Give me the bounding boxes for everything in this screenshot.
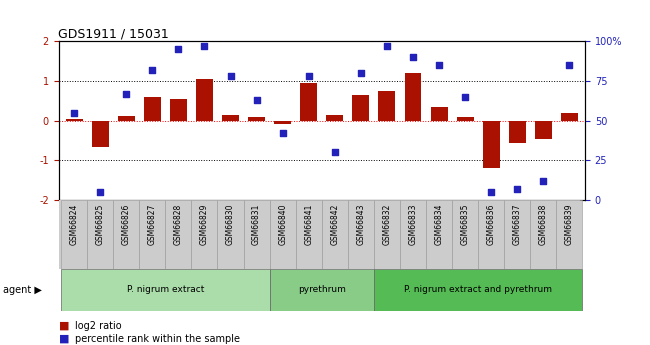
- Point: [304, 73, 314, 79]
- Bar: [196, 79, 213, 121]
- Bar: [374, 200, 400, 269]
- Text: GSM66834: GSM66834: [435, 204, 443, 245]
- Text: agent ▶: agent ▶: [3, 285, 42, 295]
- Point: [95, 189, 105, 195]
- Bar: [170, 99, 187, 121]
- Bar: [222, 115, 239, 121]
- Text: GSM66825: GSM66825: [96, 204, 105, 245]
- Bar: [322, 200, 348, 269]
- Bar: [378, 91, 395, 121]
- Point: [200, 43, 210, 49]
- Bar: [87, 200, 113, 269]
- Text: GSM66843: GSM66843: [356, 204, 365, 245]
- Point: [434, 62, 444, 68]
- Bar: [561, 113, 578, 121]
- Bar: [144, 97, 161, 121]
- Text: GSM66826: GSM66826: [122, 204, 131, 245]
- Text: GSM66838: GSM66838: [539, 204, 548, 245]
- Text: GSM66835: GSM66835: [461, 204, 469, 245]
- Text: GSM66830: GSM66830: [226, 204, 235, 245]
- Bar: [509, 121, 526, 142]
- Bar: [478, 200, 504, 269]
- Bar: [374, 269, 582, 310]
- Bar: [535, 121, 552, 139]
- Text: log2 ratio: log2 ratio: [75, 321, 122, 331]
- Text: ■: ■: [58, 334, 69, 344]
- Text: GSM66824: GSM66824: [70, 204, 79, 245]
- Point: [278, 131, 288, 136]
- Point: [252, 97, 262, 103]
- Point: [226, 73, 236, 79]
- Text: P. nigrum extract and pyrethrum: P. nigrum extract and pyrethrum: [404, 285, 552, 294]
- Bar: [556, 200, 582, 269]
- Text: pyrethrum: pyrethrum: [298, 285, 346, 294]
- Bar: [404, 73, 421, 121]
- Bar: [270, 269, 374, 310]
- Point: [147, 67, 157, 73]
- Bar: [300, 83, 317, 121]
- Bar: [452, 200, 478, 269]
- Text: GSM66831: GSM66831: [252, 204, 261, 245]
- Bar: [457, 117, 474, 121]
- Text: GSM66842: GSM66842: [330, 204, 339, 245]
- Bar: [118, 116, 135, 121]
- Point: [382, 43, 392, 49]
- Text: GDS1911 / 15031: GDS1911 / 15031: [58, 27, 169, 40]
- Bar: [483, 121, 500, 168]
- Text: GSM66839: GSM66839: [565, 204, 574, 245]
- Bar: [248, 117, 265, 121]
- Bar: [61, 269, 270, 310]
- Point: [564, 62, 575, 68]
- Text: GSM66827: GSM66827: [148, 204, 157, 245]
- Text: GSM66840: GSM66840: [278, 204, 287, 245]
- Bar: [348, 200, 374, 269]
- Text: GSM66841: GSM66841: [304, 204, 313, 245]
- Text: P. nigrum extract: P. nigrum extract: [127, 285, 204, 294]
- Point: [486, 189, 497, 195]
- Text: GSM66836: GSM66836: [487, 204, 496, 245]
- Text: GSM66833: GSM66833: [408, 204, 417, 245]
- Point: [460, 94, 471, 100]
- Text: GSM66832: GSM66832: [382, 204, 391, 245]
- Point: [356, 70, 366, 76]
- Bar: [113, 200, 139, 269]
- Text: ■: ■: [58, 321, 69, 331]
- Bar: [296, 200, 322, 269]
- Point: [173, 47, 183, 52]
- Bar: [192, 200, 218, 269]
- Bar: [61, 200, 87, 269]
- Bar: [270, 200, 296, 269]
- Text: GSM66829: GSM66829: [200, 204, 209, 245]
- Bar: [352, 95, 369, 121]
- Bar: [326, 115, 343, 121]
- Point: [69, 110, 79, 116]
- Point: [330, 150, 340, 155]
- Bar: [530, 200, 556, 269]
- Bar: [139, 200, 165, 269]
- Point: [538, 178, 549, 184]
- Text: GSM66828: GSM66828: [174, 204, 183, 245]
- Bar: [274, 121, 291, 124]
- Text: percentile rank within the sample: percentile rank within the sample: [75, 334, 240, 344]
- Bar: [66, 119, 83, 121]
- Bar: [430, 107, 447, 121]
- Bar: [165, 200, 192, 269]
- Bar: [244, 200, 270, 269]
- Point: [121, 91, 131, 97]
- Bar: [426, 200, 452, 269]
- Bar: [218, 200, 244, 269]
- Bar: [92, 121, 109, 147]
- Text: GSM66837: GSM66837: [513, 204, 522, 245]
- Point: [408, 55, 418, 60]
- Point: [512, 186, 523, 192]
- Bar: [400, 200, 426, 269]
- Bar: [504, 200, 530, 269]
